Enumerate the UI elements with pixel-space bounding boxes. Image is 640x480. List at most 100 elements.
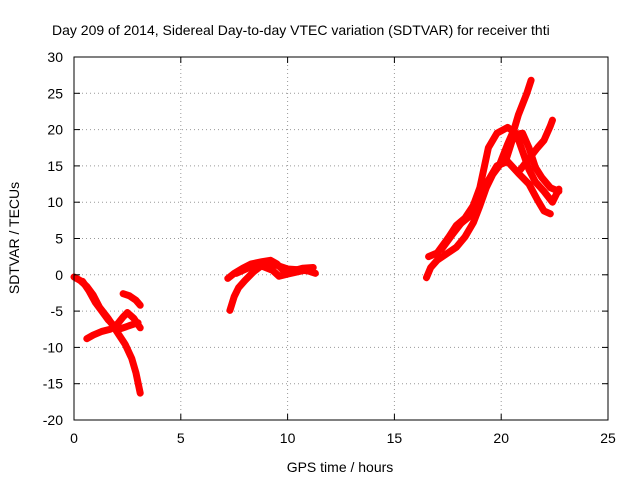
data-series bbox=[83, 309, 144, 343]
data-point bbox=[493, 162, 500, 169]
data-point bbox=[513, 130, 520, 137]
data-point bbox=[105, 316, 112, 323]
chart-title: Day 209 of 2014, Sidereal Day-to-day VTE… bbox=[52, 22, 550, 38]
data-point bbox=[453, 244, 460, 251]
data-point bbox=[532, 178, 539, 185]
data-point bbox=[98, 308, 105, 315]
data-point bbox=[534, 144, 541, 151]
data-series bbox=[444, 123, 563, 242]
data-point bbox=[540, 137, 547, 144]
data-point bbox=[547, 122, 554, 129]
data-point bbox=[461, 234, 468, 241]
data-point bbox=[117, 325, 124, 332]
data-point bbox=[534, 197, 541, 204]
data-point bbox=[504, 124, 511, 131]
data-point bbox=[284, 271, 291, 278]
data-point bbox=[528, 77, 535, 84]
data-point bbox=[547, 184, 554, 191]
data-point bbox=[425, 253, 432, 260]
data-point bbox=[120, 290, 127, 297]
data-point bbox=[466, 213, 473, 220]
data-point bbox=[126, 292, 133, 299]
y-tick-label: -10 bbox=[43, 339, 63, 355]
data-series bbox=[232, 262, 315, 280]
data-point bbox=[226, 307, 233, 314]
data-point bbox=[128, 355, 135, 362]
data-point bbox=[455, 222, 462, 229]
data-point bbox=[493, 130, 500, 137]
data-point bbox=[83, 335, 90, 342]
data-point bbox=[122, 341, 129, 348]
x-tick-label: 20 bbox=[493, 430, 509, 446]
x-axis-label: GPS time / hours bbox=[287, 459, 394, 475]
data-point bbox=[423, 274, 430, 281]
data-series bbox=[79, 277, 142, 333]
data-point bbox=[137, 302, 144, 309]
data-point bbox=[547, 210, 554, 217]
data-point bbox=[130, 315, 137, 322]
data-point bbox=[107, 326, 114, 333]
data-point bbox=[444, 250, 451, 257]
data-point bbox=[224, 275, 231, 282]
data-series bbox=[119, 290, 144, 309]
y-tick-label: 20 bbox=[47, 122, 63, 138]
data-point bbox=[523, 90, 530, 97]
data-point bbox=[137, 324, 144, 331]
data-point bbox=[92, 299, 99, 306]
data-point bbox=[540, 188, 547, 195]
data-point bbox=[434, 250, 441, 257]
data-point bbox=[427, 264, 434, 271]
tick-labels: 0 5 10 15 20 25 -20 -15 -10 -5 0 5 10 15 20 25 30 bbox=[43, 49, 616, 446]
data-point bbox=[532, 164, 539, 171]
x-tick-label: 10 bbox=[280, 430, 296, 446]
data-point bbox=[269, 267, 276, 274]
data-point bbox=[515, 112, 522, 119]
data-point bbox=[273, 260, 280, 267]
data-point bbox=[485, 177, 492, 184]
data-point bbox=[538, 174, 545, 181]
series-layer bbox=[70, 76, 563, 397]
data-point bbox=[525, 155, 532, 162]
data-point bbox=[126, 322, 133, 329]
data-point bbox=[276, 273, 283, 280]
data-point bbox=[502, 158, 509, 165]
y-tick-label: -5 bbox=[51, 303, 64, 319]
y-tick-label: 15 bbox=[47, 158, 63, 174]
x-tick-label: 5 bbox=[177, 430, 185, 446]
data-point bbox=[525, 144, 532, 151]
data-point bbox=[120, 313, 127, 320]
y-tick-label: -15 bbox=[43, 376, 63, 392]
data-point bbox=[137, 390, 144, 397]
data-point bbox=[231, 293, 238, 300]
y-axis-label: SDTVAR / TECUs bbox=[6, 182, 22, 294]
data-point bbox=[444, 235, 451, 242]
data-point bbox=[246, 264, 253, 271]
data-point bbox=[132, 369, 139, 376]
data-point bbox=[308, 265, 315, 272]
data-point bbox=[549, 117, 556, 124]
data-point bbox=[549, 199, 556, 206]
data-point bbox=[85, 287, 92, 294]
y-tick-label: 5 bbox=[55, 231, 63, 247]
series-line bbox=[444, 123, 563, 242]
data-point bbox=[235, 284, 242, 291]
x-tick-label: 25 bbox=[600, 430, 616, 446]
y-tick-label: 10 bbox=[47, 194, 63, 210]
data-point bbox=[438, 246, 445, 253]
x-tick-label: 15 bbox=[387, 430, 403, 446]
y-tick-label: -20 bbox=[43, 412, 63, 428]
data-point bbox=[525, 166, 532, 173]
data-point bbox=[476, 184, 483, 191]
data-point bbox=[79, 278, 86, 285]
data-point bbox=[519, 148, 526, 155]
data-point bbox=[555, 186, 562, 193]
grid bbox=[74, 57, 608, 420]
data-point bbox=[124, 309, 131, 316]
data-point bbox=[517, 166, 524, 173]
data-point bbox=[241, 277, 248, 284]
data-point bbox=[233, 270, 240, 277]
y-tick-label: 0 bbox=[55, 267, 63, 283]
y-tick-label: 30 bbox=[47, 49, 63, 65]
